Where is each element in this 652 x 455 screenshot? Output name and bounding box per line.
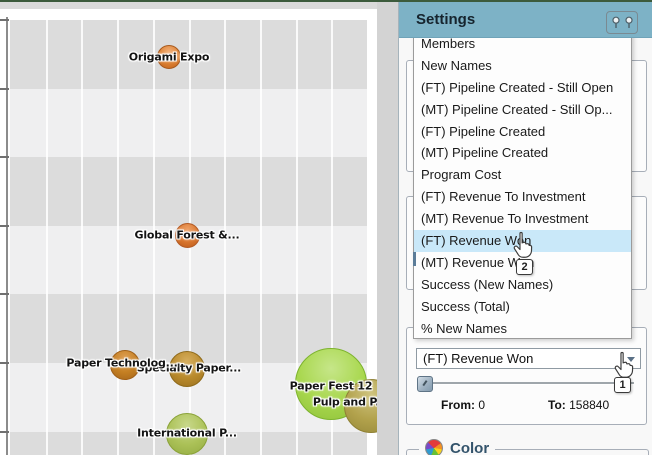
gridline <box>117 20 120 455</box>
gridline <box>295 20 298 455</box>
range-to: To: 158840 <box>548 398 609 412</box>
dropdown-item[interactable]: (MT) Pipeline Created - Still Op... <box>421 101 613 117</box>
color-wheel-icon <box>425 439 443 455</box>
dock-button[interactable] <box>606 11 638 34</box>
pin-icon <box>624 16 633 28</box>
bubble-datapoint[interactable] <box>110 350 140 380</box>
dropdown-item[interactable]: (MT) Pipeline Created <box>421 145 549 161</box>
range-from: From: 0 <box>441 398 485 412</box>
window-top-border <box>0 0 652 2</box>
y-axis-tick <box>0 87 9 90</box>
from-value: 0 <box>478 398 486 412</box>
dropdown-left-marker <box>413 252 416 266</box>
step-badge: 2 <box>516 259 533 275</box>
dropdown-item[interactable]: Members <box>421 36 476 51</box>
to-value: 158840 <box>569 398 610 412</box>
background-gap <box>377 2 398 455</box>
bubble-datapoint[interactable] <box>166 413 208 455</box>
bubble-datapoint[interactable] <box>157 45 181 69</box>
y-axis-tick <box>0 293 9 296</box>
bubble-datapoint[interactable] <box>169 351 205 387</box>
dropdown-item[interactable]: (FT) Pipeline Created - Still Open <box>421 79 614 95</box>
dropdown-item[interactable]: Success (New Names) <box>421 276 554 292</box>
range-slider-handle[interactable] <box>417 376 433 392</box>
color-legend: Color <box>419 439 496 455</box>
y-axis-tick <box>0 224 9 227</box>
chevron-down-icon[interactable] <box>627 357 635 362</box>
metric-dropdown: Members New Names (FT) Pipeline Created - … <box>413 32 632 339</box>
y-axis-tick <box>0 362 9 364</box>
dropdown-item[interactable]: (MT) Revenue Won <box>421 254 535 270</box>
bubble-label: Specialty Paper... <box>136 361 242 375</box>
dropdown-item[interactable]: (MT) Revenue To Investment <box>421 211 589 227</box>
pin-icon <box>611 16 620 28</box>
hand-cursor-icon <box>513 231 533 258</box>
bubble-chart: Origami Expo Global Forest &... Specialty … <box>0 2 377 455</box>
bubble-label: Pulp and P... <box>312 395 377 409</box>
from-label: From: <box>441 398 475 412</box>
dropdown-item[interactable]: (FT) Revenue To Investment <box>421 189 586 205</box>
gridline <box>152 20 155 455</box>
gridline <box>45 20 48 455</box>
settings-panel: (FT) Revenue Won From: 0 To: 158840 Colo… <box>398 2 652 455</box>
to-label: To: <box>548 398 566 412</box>
dropdown-item[interactable]: Program Cost <box>421 167 502 183</box>
bubble-label: International P... <box>137 426 237 440</box>
bubble-label: Paper Technolog... <box>66 356 178 370</box>
color-legend-label: Color <box>450 439 490 455</box>
bubble-datapoint[interactable] <box>174 222 200 248</box>
dropdown-item[interactable]: New Names <box>421 57 492 73</box>
color-fieldset-border <box>406 449 649 455</box>
dropdown-item[interactable]: (FT) Pipeline Created <box>421 123 546 139</box>
chart-top-margin <box>0 2 377 9</box>
range-slider-track[interactable] <box>418 382 634 385</box>
metric-select-value: (FT) Revenue Won <box>423 351 534 366</box>
settings-header: Settings <box>399 2 652 38</box>
hand-cursor-icon <box>614 351 634 378</box>
gridline <box>259 20 262 455</box>
y-axis-tick <box>0 156 9 159</box>
dropdown-item[interactable]: Success (Total) <box>421 298 510 314</box>
y-axis-line <box>6 17 8 455</box>
y-axis-tick <box>0 430 9 433</box>
metric-select[interactable]: (FT) Revenue Won <box>416 348 641 369</box>
dropdown-item[interactable]: % New Names <box>421 320 507 336</box>
gridline <box>81 20 84 455</box>
bubble-label: Global Forest &... <box>134 228 240 242</box>
gridline <box>331 20 334 455</box>
panel-title: Settings <box>416 11 476 28</box>
gridline <box>224 20 227 455</box>
y-axis-tick <box>0 19 9 21</box>
bubble-label: Paper Fest 12 <box>289 379 373 393</box>
fieldset-size <box>406 327 647 425</box>
bubble-label: Origami Expo <box>128 50 210 64</box>
step-badge: 1 <box>614 377 631 393</box>
